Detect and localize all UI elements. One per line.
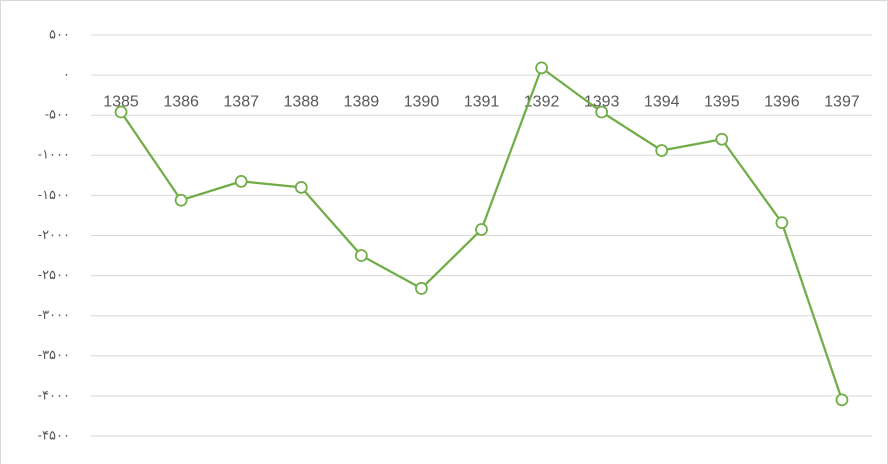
x-tick-label: 1388 [283,93,319,110]
line-marker [775,216,789,230]
y-tick-label: -۲۰۰۰ [38,227,70,242]
x-tick-label: 1385 [103,93,139,110]
line-marker [535,61,548,75]
x-tick-label: 1391 [464,93,500,110]
line-marker [114,105,128,119]
line-marker [234,174,248,188]
y-tick-label: -۳۰۰۰ [38,307,70,322]
line-marker [415,282,428,295]
x-tick-label: 1397 [824,93,860,110]
y-tick-label: -۳۵۰۰ [38,347,70,362]
x-tick-label: 1396 [764,93,800,110]
y-tick-label: -۵۰۰ [45,107,70,122]
x-tick-label: 1392 [524,93,560,110]
y-tick-label: ۰ [63,67,70,82]
x-tick-label: 1390 [404,93,440,110]
line-marker [595,105,609,119]
x-tick-label: 1389 [344,93,380,110]
x-tick-label: 1394 [644,93,680,110]
x-tick-label: 1395 [704,93,740,110]
x-tick-label: 1386 [163,93,199,110]
y-tick-label: -۱۵۰۰ [38,187,70,202]
line-marker [715,132,729,146]
y-tick-label: -۱۰۰۰ [38,147,70,162]
line-marker [475,223,488,236]
y-tick-label: -۴۰۰۰ [38,387,70,402]
x-tick-label: 1387 [223,93,259,110]
line-marker [294,181,308,194]
line-marker [835,393,849,407]
line-marker [354,249,368,262]
y-tick-label: -۲۵۰۰ [38,267,70,282]
line-marker [174,193,188,207]
y-tick-label: -۴۵۰۰ [38,427,70,442]
line-marker [655,144,669,157]
y-tick-label: ۵۰۰ [49,26,70,41]
